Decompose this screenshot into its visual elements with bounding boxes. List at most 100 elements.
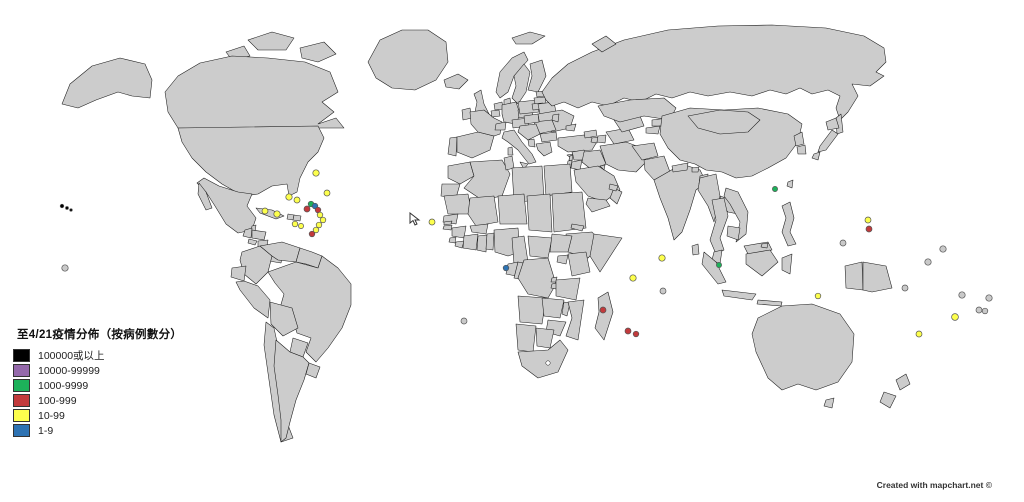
region-guatemala[interactable] (242, 227, 253, 239)
marker-palau[interactable] (839, 239, 847, 247)
region-japan[interactable] (811, 151, 821, 161)
marker-micronesia[interactable] (924, 258, 932, 266)
region-morocco[interactable] (447, 161, 475, 185)
marker-mauritius[interactable] (624, 327, 632, 335)
region-canada[interactable] (247, 31, 295, 51)
region-gambia[interactable] (443, 220, 453, 226)
marker-st-helena[interactable] (460, 317, 468, 325)
marker-hong-kong[interactable] (772, 186, 778, 192)
region-zambia[interactable] (541, 297, 565, 319)
marker-fiji[interactable] (951, 313, 959, 321)
region-yemen[interactable] (585, 197, 611, 213)
region-jordan[interactable] (570, 159, 583, 171)
region-madagascar[interactable] (594, 291, 614, 341)
region-chad[interactable] (526, 193, 553, 233)
region-indonesia[interactable] (701, 251, 727, 285)
region-china[interactable] (659, 107, 803, 179)
marker-tonga[interactable] (985, 294, 993, 302)
marker-aruba-curacao[interactable] (291, 220, 299, 228)
marker-chagos[interactable] (659, 287, 667, 295)
region-ghana[interactable] (476, 234, 488, 253)
region-philippines[interactable] (781, 201, 797, 247)
region-indonesia[interactable] (781, 253, 793, 275)
region-balkans[interactable] (517, 123, 541, 141)
marker-bahamas[interactable] (293, 196, 301, 204)
region-peru[interactable] (235, 280, 271, 319)
region-algeria[interactable] (463, 159, 511, 201)
region-tanzania[interactable] (555, 277, 581, 301)
marker-solomon-is[interactable] (901, 284, 909, 292)
region-bolivia[interactable] (269, 301, 299, 337)
marker-barbados[interactable] (319, 216, 327, 224)
region-somalia[interactable] (589, 233, 623, 273)
region-south-africa[interactable] (517, 339, 569, 379)
region-liberia[interactable] (454, 240, 465, 249)
region-india[interactable] (653, 163, 707, 241)
region-burkina-faso[interactable] (469, 223, 489, 235)
region-afghanistan[interactable] (631, 142, 659, 161)
marker-vanuatu[interactable] (958, 291, 966, 299)
region-el-salvador[interactable] (247, 238, 258, 246)
region-azerbaijan[interactable] (596, 134, 607, 144)
region-vietnam[interactable] (723, 187, 749, 243)
marker-comoros[interactable] (599, 306, 607, 314)
region-south-sudan[interactable] (549, 233, 573, 253)
region-eritrea[interactable] (570, 223, 585, 232)
region-mongolia[interactable] (687, 109, 761, 135)
region-finland[interactable] (527, 59, 547, 93)
region-japan[interactable] (817, 129, 839, 153)
marker-kiribati[interactable] (61, 264, 69, 272)
region-canada[interactable] (164, 55, 345, 132)
region-indonesia[interactable] (756, 299, 783, 307)
region-guinea-bissau[interactable] (442, 224, 453, 231)
region-ivory-coast[interactable] (462, 233, 479, 251)
region-italy[interactable] (501, 129, 537, 165)
region-hungary-slovakia[interactable] (523, 113, 540, 125)
region-uae-qatar[interactable] (608, 183, 619, 192)
region-uruguay[interactable] (305, 362, 321, 379)
region-botswana[interactable] (535, 327, 555, 349)
region-poland[interactable] (517, 99, 540, 115)
region-indonesia[interactable] (745, 249, 779, 277)
marker-hawaii[interactable] (59, 203, 65, 209)
region-tasmania[interactable] (823, 397, 835, 409)
region-mali[interactable] (467, 195, 499, 227)
region-italy[interactable] (519, 161, 529, 170)
region-south-korea[interactable] (796, 144, 807, 155)
region-greece[interactable] (535, 141, 553, 157)
marker-samoa[interactable] (981, 307, 989, 315)
region-mexico[interactable] (197, 182, 213, 211)
region-usa[interactable] (177, 125, 325, 197)
region-sierra-leone[interactable] (448, 236, 457, 244)
region-argentina[interactable] (273, 339, 310, 443)
region-alaska[interactable] (61, 57, 153, 109)
region-new-zealand[interactable] (895, 373, 911, 391)
region-new-zealand[interactable] (879, 391, 897, 409)
marker-bonaire[interactable] (298, 223, 304, 229)
region-oman[interactable] (609, 187, 623, 205)
region-mozambique[interactable] (565, 299, 585, 341)
marker-st-lucia[interactable] (316, 211, 324, 219)
region-lesotho[interactable] (545, 360, 551, 366)
region-armenia[interactable] (590, 136, 599, 144)
region-central-african-republic[interactable] (527, 235, 553, 259)
region-portugal[interactable] (447, 136, 458, 157)
region-thailand[interactable] (709, 197, 729, 255)
region-norway[interactable] (495, 51, 529, 99)
region-belgium[interactable] (490, 109, 501, 118)
region-niger[interactable] (497, 193, 528, 225)
marker-bermuda[interactable] (312, 169, 320, 177)
marker-singapore[interactable] (716, 262, 722, 268)
region-netherlands[interactable] (493, 101, 504, 111)
marker-cayman[interactable] (261, 207, 269, 215)
region-kuwait[interactable] (599, 164, 606, 171)
marker-timor[interactable] (814, 292, 822, 300)
region-japan[interactable] (825, 117, 840, 131)
marker-bahamas[interactable] (285, 193, 293, 201)
region-switzerland[interactable] (494, 121, 507, 131)
region-north-korea[interactable] (793, 131, 805, 147)
region-cambodia[interactable] (726, 225, 741, 241)
region-albania[interactable] (527, 138, 536, 148)
region-russia[interactable] (541, 24, 887, 121)
region-dr-congo[interactable] (517, 257, 557, 299)
